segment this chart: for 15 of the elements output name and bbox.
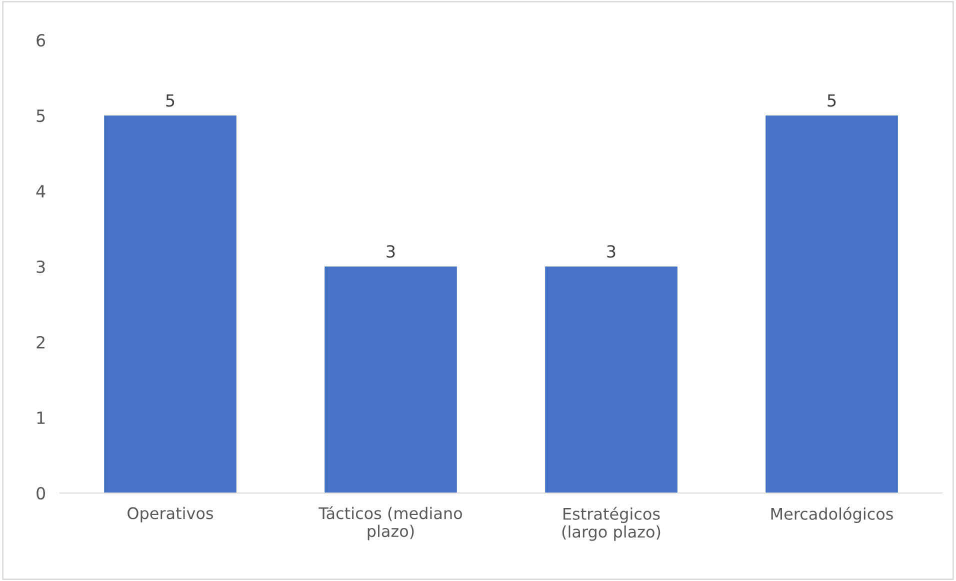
x-tick-label: Estratégicos (largo plazo): [562, 506, 660, 541]
y-tick-label: 4: [36, 185, 46, 198]
data-label: 5: [166, 94, 174, 107]
x-tick-label: Operativos: [128, 506, 214, 522]
data-label: 3: [607, 245, 616, 258]
data-label: 3: [386, 245, 395, 258]
data-label: 5: [828, 94, 836, 107]
y-tick-label: 2: [36, 336, 44, 348]
y-tick-label: 6: [36, 34, 46, 47]
x-tick-label: Tácticos (mediano plazo): [318, 506, 462, 540]
x-tick-label: Mercadológicos: [771, 506, 893, 523]
y-tick-label: 5: [36, 110, 45, 122]
y-tick-label: 1: [37, 412, 45, 424]
y-tick-label: 3: [36, 260, 45, 274]
y-tick-label: 0: [36, 486, 46, 500]
